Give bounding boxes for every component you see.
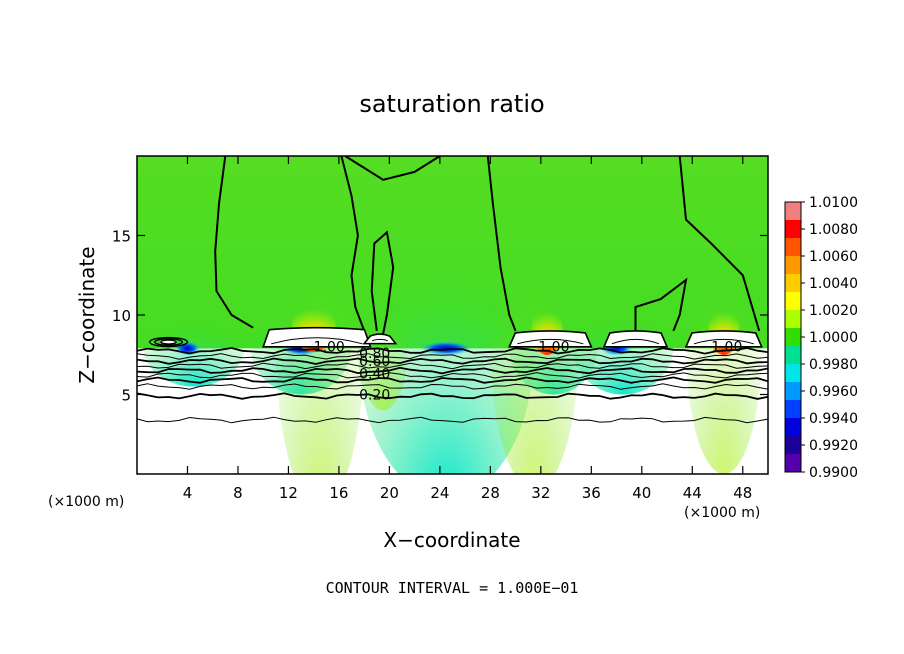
contour-label-1: 0.80 [359,346,390,362]
iso-line-1-00-4 [486,156,517,332]
colorbar-label-10: 0.9900 [809,465,858,481]
x-tick-label-16: 16 [329,484,348,502]
x-tick-label-28: 28 [481,484,500,502]
cloud-inner-contour-1 [372,338,388,342]
plot-area [137,156,768,474]
x-tick-label-40: 40 [632,484,651,502]
contour-line-0-4 [137,376,768,384]
small-cloud-contour-1 [153,338,184,346]
y-axis-title: Z−coordinate [75,246,99,383]
colorbar-swatch-13 [785,436,801,455]
contour-interval-note: CONTOUR INTERVAL = 1.000E−01 [326,579,579,597]
y-tick-label-15: 15 [112,228,131,246]
colorbar-swatch-0 [785,202,801,221]
colorbar-label-9: 0.9920 [809,438,858,454]
colorbar-swatch-8 [785,346,801,365]
contour-label-3: 0.40 [359,367,390,383]
x-tick-label-48: 48 [733,484,752,502]
colorbar-swatch-6 [785,310,801,329]
x-tick-label-12: 12 [279,484,298,502]
y-axis: 5 10 15 [112,228,768,405]
contour-line-0-2 [137,392,768,400]
cloud-inner-contour-0 [271,337,363,345]
colorbar-swatch-7 [785,328,801,347]
colorbar-swatch-4 [785,274,801,293]
iso-line-1-00-3 [370,230,395,335]
contour-line-0-5 [137,372,768,379]
contour-label-2: 0.60 [359,354,390,370]
colorbar-swatch-2 [785,238,801,257]
contour-line-0-9 [137,353,768,360]
contour-line-0-95 [137,347,768,355]
colorbar-swatch-9 [785,364,801,383]
colorbar-label-4: 1.0020 [809,303,858,319]
colorbar: 1.0100 1.0080 1.0060 1.0040 1.0020 1.0000 0.99… [784,195,858,481]
contour-label-5: 1.00 [538,340,569,356]
cyan-plume-0 [357,195,535,474]
cloud-inner-contour-3 [611,338,660,345]
chart-title: saturation ratio [359,90,544,118]
x-axis: 4 8 12 16 20 24 28 32 36 40 44 48 [183,156,752,502]
contour-line-0-3 [137,383,768,390]
colorbar-label-3: 1.0040 [809,276,858,292]
colorbar-label-6: 0.9980 [809,357,858,373]
y-tick-label-10: 10 [112,307,131,325]
y-tick-label-5: 5 [121,387,131,405]
x-unit-label-left: (×1000 m) [48,494,124,510]
contour-label-4: 0.20 [359,387,390,403]
colorbar-swatch-1 [785,220,801,239]
x-tick-label-20: 20 [380,484,399,502]
colorbar-swatch-12 [785,418,801,437]
x-tick-label-24: 24 [430,484,449,502]
colorbar-label-8: 0.9940 [809,411,858,427]
subsaturation-dip-0 [420,341,472,356]
iso-line-1-00-0 [214,156,254,329]
x-tick-label-4: 4 [183,484,193,502]
contour-line-0-8 [137,357,768,365]
iso-line-1-00-1 [340,156,366,332]
iso-line-1-00-5 [678,156,761,332]
colorbar-label-5: 1.0000 [809,330,858,346]
colorbar-label-7: 0.9960 [809,384,858,400]
colorbar-swatch-5 [785,292,801,311]
contour-label-6: 1.00 [711,340,742,356]
small-cloud-contour-2 [160,339,177,345]
x-tick-label-44: 44 [683,484,702,502]
colorbar-swatch-3 [785,256,801,275]
contour-label-0: 1.00 [314,340,345,356]
cloud-inner-contour-2 [517,338,584,345]
iso-line-1-00-6 [634,277,688,332]
iso-line-1-00-2 [344,156,441,181]
colorbar-swatch-11 [785,400,801,419]
x-unit-label-right: (×1000 m) [684,505,760,521]
x-tick-label-8: 8 [233,484,243,502]
cloud-inner-contour-4 [693,338,754,345]
colorbar-label-2: 1.0060 [809,249,858,265]
colorbar-swatch-10 [785,382,801,401]
colorbar-swatch-14 [785,454,801,473]
x-tick-label-32: 32 [531,484,550,502]
small-cloud-contour-0 [148,336,189,348]
x-axis-title: X−coordinate [383,528,520,552]
colorbar-label-0: 1.0100 [809,195,858,211]
contour-line-0-6 [137,366,768,375]
colorbar-label-1: 1.0080 [809,222,858,238]
moist-plume-3 [357,283,409,411]
contour-line-0-7 [137,362,768,370]
x-tick-label-36: 36 [582,484,601,502]
contour-line-0-1 [137,416,768,424]
